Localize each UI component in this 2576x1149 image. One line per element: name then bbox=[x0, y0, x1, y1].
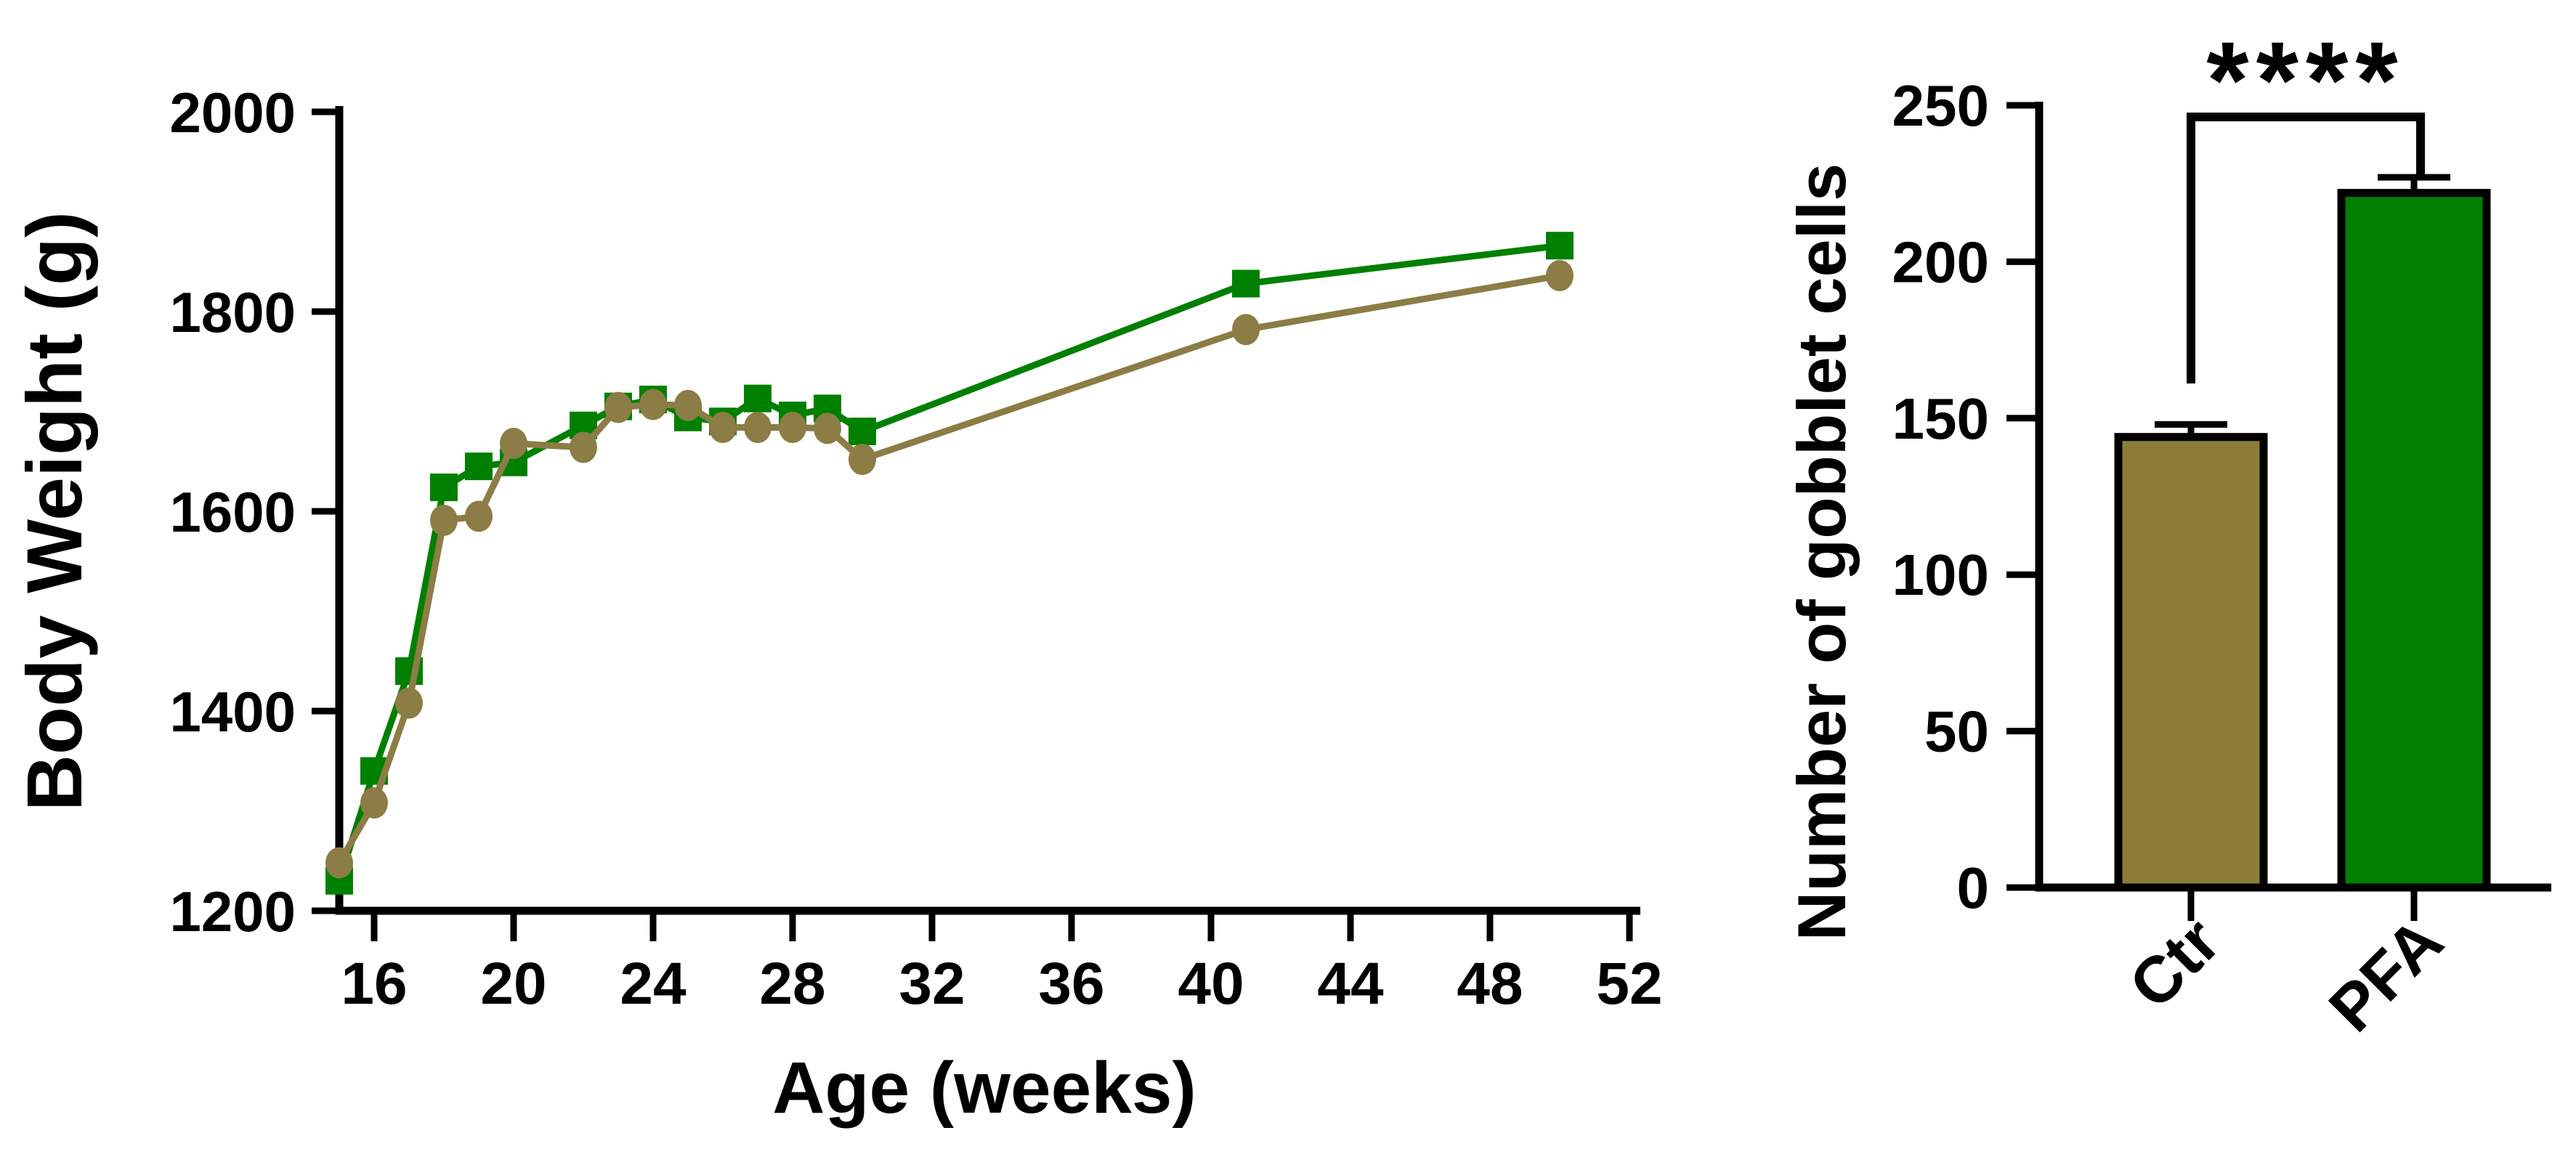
y-tick-label: 1800 bbox=[169, 280, 296, 344]
y-tick-label: 0 bbox=[1957, 856, 1990, 920]
marker-circle-Ctr bbox=[604, 391, 632, 423]
x-tick-label: 40 bbox=[1178, 951, 1244, 1017]
x-tick-label: 36 bbox=[1038, 951, 1104, 1017]
marker-square-PFA bbox=[1232, 269, 1260, 298]
marker-circle-Ctr bbox=[570, 431, 597, 463]
marker-circle-Ctr bbox=[1546, 260, 1573, 291]
marker-circle-Ctr bbox=[360, 787, 388, 819]
y-tick-label: 1200 bbox=[169, 880, 296, 943]
series-line-PFA bbox=[336, 242, 1560, 882]
bar-chart-y-axis-title: Number of gobblet cells bbox=[1783, 163, 1860, 941]
marker-circle-Ctr bbox=[744, 412, 771, 443]
x-tick-label: 16 bbox=[341, 951, 407, 1017]
bar-chart-bars bbox=[2114, 189, 2491, 892]
marker-circle-Ctr bbox=[674, 389, 702, 421]
y-tick-label: 50 bbox=[1924, 699, 1989, 764]
y-tick-label: 1600 bbox=[169, 480, 296, 544]
category-label-pfa: PFA bbox=[2316, 904, 2457, 1045]
category-label-ctr: Ctr bbox=[2116, 904, 2235, 1023]
x-tick-label: 48 bbox=[1457, 951, 1523, 1017]
x-tick-label: 44 bbox=[1317, 951, 1384, 1017]
marker-square-PFA bbox=[465, 452, 493, 481]
y-tick-label: 1400 bbox=[169, 680, 296, 744]
line-chart-series bbox=[325, 232, 1573, 895]
marker-circle-Ctr bbox=[325, 847, 353, 879]
significance-bracket bbox=[2187, 113, 2425, 383]
x-tick-label: 52 bbox=[1596, 951, 1662, 1017]
series-line-Ctr bbox=[336, 272, 1560, 865]
line-chart-ticks bbox=[312, 108, 1633, 941]
marker-circle-Ctr bbox=[465, 500, 493, 532]
line-chart-axes bbox=[335, 106, 1640, 915]
y-tick-label: 2000 bbox=[169, 81, 296, 145]
bar-chart-goblet-cells: 0 50 100 150 200 250 Ctr PFA **** Number of go… bbox=[1783, 19, 2551, 1046]
marker-circle-Ctr bbox=[814, 413, 841, 444]
x-tick-label: 28 bbox=[759, 951, 825, 1017]
marker-circle-Ctr bbox=[639, 389, 667, 421]
bar-chart-category-labels: Ctr PFA bbox=[2116, 904, 2458, 1045]
marker-square-PFA bbox=[848, 418, 876, 445]
significance-annotation: **** bbox=[2187, 19, 2425, 383]
marker-square-PFA bbox=[430, 474, 458, 501]
line-chart-x-axis-title: Age (weeks) bbox=[772, 1047, 1196, 1129]
line-chart-y-axis-title: Body Weight (g) bbox=[10, 211, 98, 811]
marker-circle-Ctr bbox=[395, 687, 423, 719]
x-tick-label: 32 bbox=[899, 951, 965, 1017]
marker-circle-Ctr bbox=[709, 412, 737, 443]
significance-stars: **** bbox=[2206, 19, 2405, 141]
y-tick-label: 250 bbox=[1892, 73, 1989, 138]
bar-chart-ticks bbox=[2006, 102, 2418, 921]
bar-chart-tick-labels: 0 50 100 150 200 250 bbox=[1892, 73, 1989, 920]
marker-square-PFA bbox=[1546, 232, 1573, 260]
line-chart-tick-labels: 16 20 24 28 32 36 40 44 48 52 1200 1400 1600 1800 2000 bbox=[169, 81, 1662, 1017]
y-tick-label: 100 bbox=[1892, 543, 1989, 607]
x-tick-label: 24 bbox=[620, 951, 686, 1017]
marker-circle-Ctr bbox=[430, 504, 458, 536]
bar-pfa bbox=[2337, 189, 2491, 892]
marker-circle-Ctr bbox=[779, 412, 806, 443]
bar-ctr bbox=[2114, 433, 2268, 892]
marker-circle-Ctr bbox=[848, 444, 876, 475]
x-tick-label: 20 bbox=[480, 951, 546, 1017]
y-tick-label: 200 bbox=[1892, 230, 1989, 294]
line-chart-body-weight: 16 20 24 28 32 36 40 44 48 52 1200 1400 1600 1800 2000… bbox=[10, 81, 1663, 1129]
marker-circle-Ctr bbox=[1232, 314, 1260, 346]
bar-chart-error-bars bbox=[2155, 174, 2450, 437]
y-tick-label: 150 bbox=[1892, 386, 1989, 451]
marker-circle-Ctr bbox=[500, 428, 527, 459]
marker-square-PFA bbox=[744, 384, 771, 413]
